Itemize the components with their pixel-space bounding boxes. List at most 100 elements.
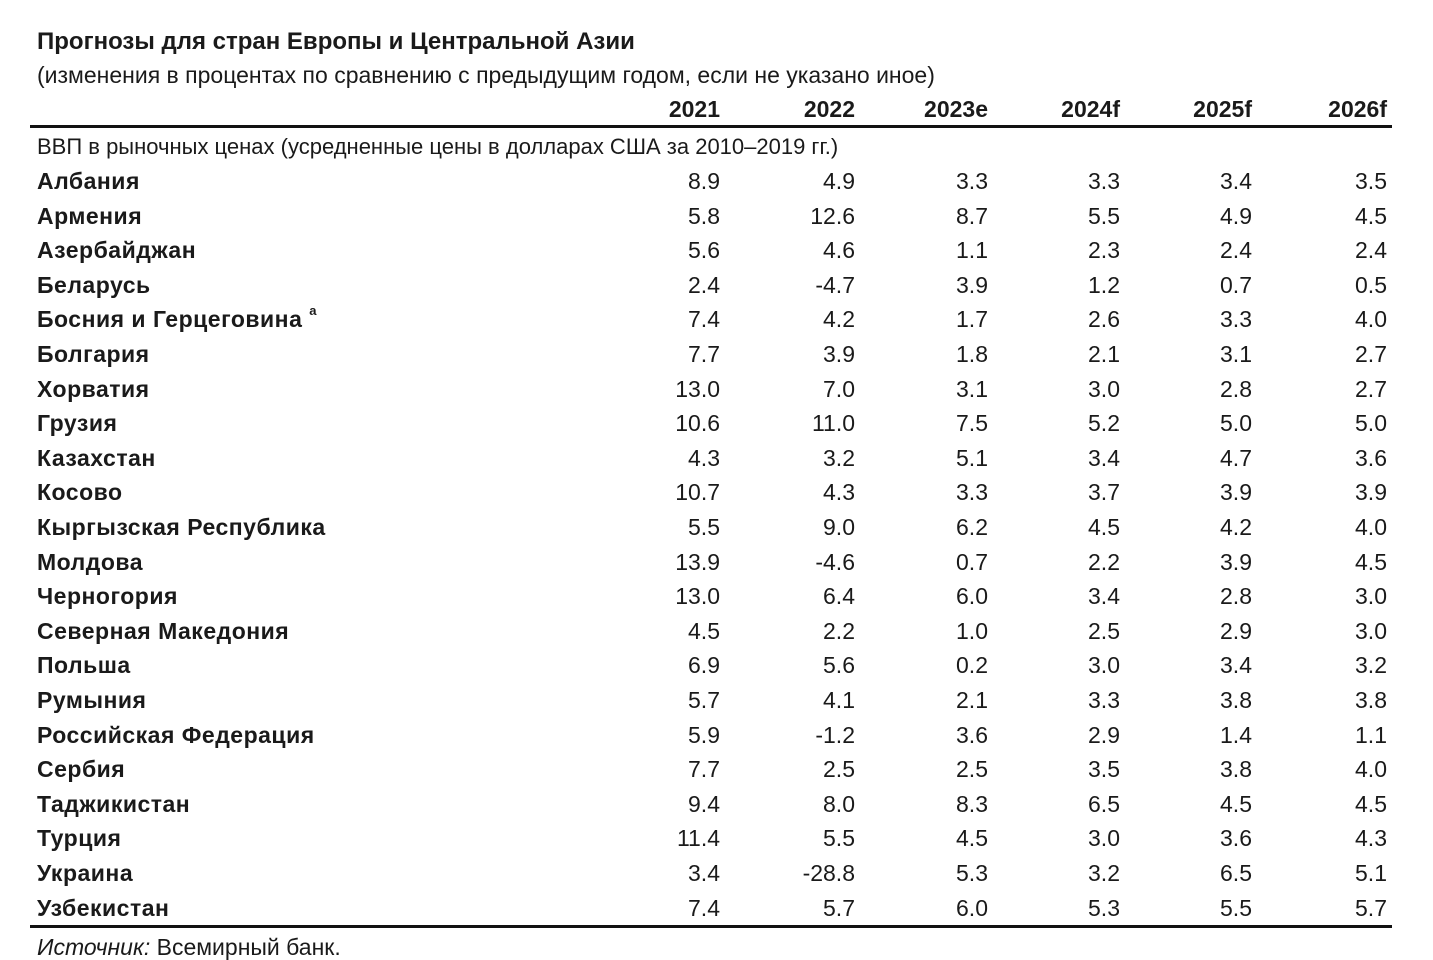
cell-value: 2.1 xyxy=(1088,341,1120,367)
cell-value: 13.0 xyxy=(675,375,720,402)
cell-value: 4.5 xyxy=(1220,790,1252,817)
cell-value: 3.8 xyxy=(1220,756,1252,783)
cell-value: 3.6 xyxy=(956,721,988,748)
cell-value: 4.5 xyxy=(1088,514,1120,540)
cell-value: 4.5 xyxy=(688,617,720,644)
cell-value: 11.4 xyxy=(676,825,720,852)
cell-value: 5.5 xyxy=(1088,202,1120,229)
cell-value: 12.6 xyxy=(810,202,855,229)
row-name: Грузия xyxy=(37,412,117,435)
cell-value: 9.0 xyxy=(823,514,855,540)
cell-value: 7.4 xyxy=(688,894,720,921)
row-name: Косово xyxy=(37,481,123,504)
country-name: Хорватия xyxy=(37,375,150,402)
row-name: Казахстан xyxy=(37,444,156,471)
cell-value: 4.5 xyxy=(1355,548,1387,575)
country-name: Таджикистан xyxy=(37,790,191,817)
cell-value: 2.5 xyxy=(1088,617,1120,644)
cell-value: 2.9 xyxy=(1088,721,1120,748)
cell-value: 5.8 xyxy=(688,202,720,229)
cell-value: 3.5 xyxy=(1088,756,1120,783)
cell-value: 6.0 xyxy=(956,894,988,921)
cell-value: 3.4 xyxy=(688,860,720,886)
country-name: Кыргызская Республика xyxy=(37,514,326,540)
cell-value: 0.5 xyxy=(1355,271,1387,298)
country-name: Северная Македония xyxy=(37,617,290,644)
cell-value: 3.3 xyxy=(1088,168,1120,194)
cell-value: 2.9 xyxy=(1220,617,1252,644)
cell-value: 3.2 xyxy=(1355,652,1387,679)
cell-value: 6.4 xyxy=(823,583,855,610)
cell-value: 5.1 xyxy=(956,444,988,471)
column-header: 2025f xyxy=(1193,96,1252,122)
country-name: Беларусь xyxy=(37,271,151,298)
cell-value: 10.7 xyxy=(675,479,720,506)
cell-value: 5.5 xyxy=(688,514,720,540)
row-name: Армения xyxy=(37,202,143,229)
cell-value: 5.5 xyxy=(823,825,855,852)
cell-value: 3.8 xyxy=(1220,687,1252,713)
row-name: Румыния xyxy=(37,689,146,712)
cell-value: 7.7 xyxy=(688,756,720,783)
country-name: Армения xyxy=(37,202,143,229)
row-name: Северная Македония xyxy=(37,617,290,644)
row-name: Украина xyxy=(37,862,133,885)
cell-value: 4.3 xyxy=(823,479,855,506)
cell-value: 2.7 xyxy=(1355,375,1387,402)
cell-value: 5.5 xyxy=(1220,894,1252,921)
cell-value: 10.6 xyxy=(675,410,720,437)
cell-value: 5.2 xyxy=(1088,410,1120,437)
cell-value: 13.9 xyxy=(675,548,720,575)
cell-value: -4.7 xyxy=(815,271,855,298)
title: Прогнозы для стран Европы и Центральной … xyxy=(37,28,635,55)
cell-value: 3.3 xyxy=(956,479,988,506)
country-name: Азербайджан xyxy=(37,237,197,264)
cell-value: 4.9 xyxy=(823,168,855,194)
country-name: Сербия xyxy=(37,756,126,783)
row-name: Албания xyxy=(37,170,140,193)
cell-value: 4.3 xyxy=(1355,825,1387,852)
cell-value: 1.1 xyxy=(956,237,988,264)
cell-value: 3.1 xyxy=(1220,341,1252,367)
cell-value: 3.9 xyxy=(956,271,988,298)
cell-value: 8.7 xyxy=(956,202,988,229)
cell-value: 2.2 xyxy=(1088,548,1120,575)
cell-value: -28.8 xyxy=(802,860,855,886)
cell-value: 3.0 xyxy=(1355,583,1387,610)
row-name: Хорватия xyxy=(37,375,150,402)
cell-value: 5.7 xyxy=(1355,894,1387,921)
cell-value: 4.1 xyxy=(823,687,855,713)
footnote-marker: a xyxy=(309,303,317,319)
country-name: Молдова xyxy=(37,548,144,575)
cell-value: 2.4 xyxy=(1220,237,1252,264)
country-name: Албания xyxy=(37,168,140,194)
country-name: Украина xyxy=(37,860,134,886)
country-name: Босния и Герцеговина xyxy=(37,306,303,333)
row-name: Турция xyxy=(37,827,121,850)
cell-value: 2.8 xyxy=(1220,375,1252,402)
row-name: Узбекистан xyxy=(37,896,169,920)
cell-value: 3.6 xyxy=(1220,825,1252,852)
cell-value: 3.2 xyxy=(823,444,855,471)
cell-value: 5.0 xyxy=(1220,410,1252,437)
cell-value: 3.8 xyxy=(1355,687,1387,713)
cell-value: 7.7 xyxy=(688,341,720,367)
cell-value: 6.9 xyxy=(688,652,720,679)
cell-value: 1.4 xyxy=(1220,721,1252,748)
row-name: Российская Федерация xyxy=(37,723,315,747)
cell-value: 4.2 xyxy=(823,306,855,333)
cell-value: 5.7 xyxy=(688,687,720,713)
cell-value: 5.1 xyxy=(1355,860,1387,886)
country-name: Казахстан xyxy=(37,444,156,471)
cell-value: 3.0 xyxy=(1088,375,1120,402)
cell-value: 3.5 xyxy=(1355,168,1387,194)
cell-value: 3.0 xyxy=(1088,825,1120,852)
cell-value: -4.6 xyxy=(815,548,855,575)
cell-value: 3.9 xyxy=(823,341,855,367)
country-name: Турция xyxy=(37,825,122,852)
cell-value: 2.4 xyxy=(688,271,720,298)
cell-value: 2.1 xyxy=(956,687,988,713)
cell-value: 7.4 xyxy=(688,306,720,333)
cell-value: 3.1 xyxy=(956,375,988,402)
